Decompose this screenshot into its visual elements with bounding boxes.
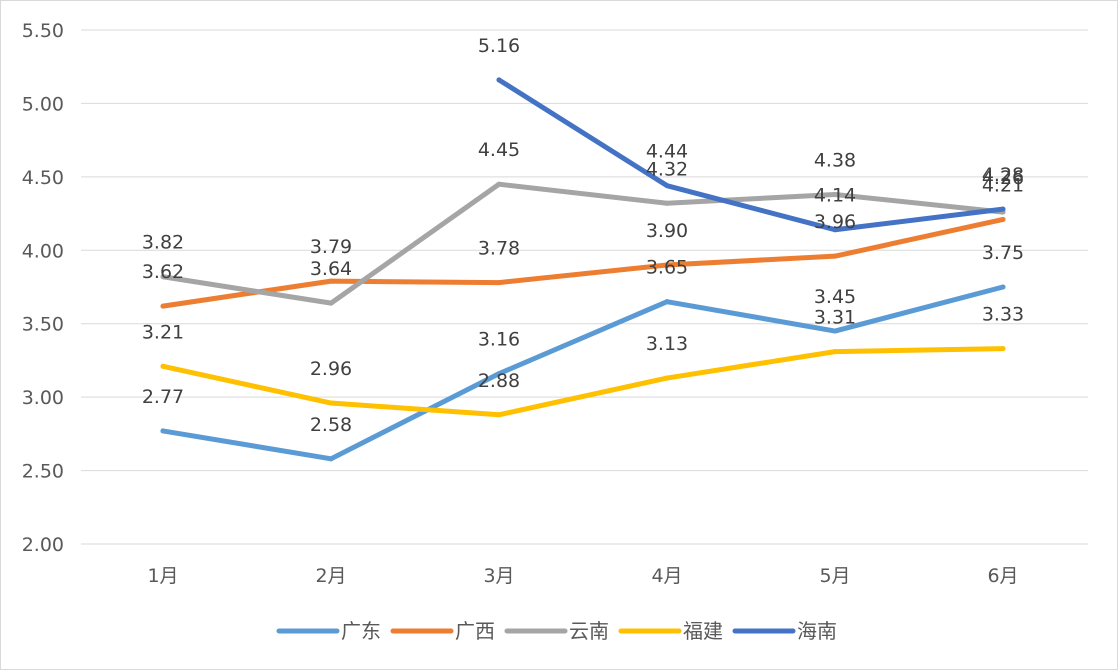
data-label: 3.65 bbox=[646, 257, 688, 279]
legend-label: 广东 bbox=[341, 619, 381, 643]
legend-label: 云南 bbox=[569, 619, 609, 643]
x-tick-label: 1月 bbox=[147, 565, 178, 587]
data-point bbox=[1000, 346, 1006, 352]
data-point bbox=[664, 299, 670, 305]
data-label: 4.14 bbox=[814, 185, 856, 207]
data-label: 4.21 bbox=[982, 174, 1024, 196]
series-line-0 bbox=[160, 284, 1006, 462]
data-label: 3.21 bbox=[142, 321, 184, 343]
x-tick-label: 6月 bbox=[987, 565, 1018, 587]
data-point bbox=[832, 328, 838, 334]
y-axis-ticks: 2.00 2.50 3.00 3.50 4.00 4.50 5.00 5.50 bbox=[22, 20, 64, 556]
data-point bbox=[496, 280, 502, 286]
data-point bbox=[664, 183, 670, 189]
data-point bbox=[160, 363, 166, 369]
data-point bbox=[664, 262, 670, 268]
y-tick-label: 5.00 bbox=[22, 93, 64, 115]
data-point bbox=[160, 303, 166, 309]
data-label: 4.32 bbox=[646, 158, 688, 180]
series-line-2 bbox=[160, 181, 1006, 306]
y-tick-label: 2.00 bbox=[22, 534, 64, 556]
data-label: 3.13 bbox=[646, 333, 688, 355]
y-tick-label: 3.50 bbox=[22, 314, 64, 336]
data-label: 3.75 bbox=[982, 242, 1024, 264]
data-point bbox=[496, 371, 502, 377]
y-tick-label: 4.00 bbox=[22, 240, 64, 262]
data-point bbox=[496, 77, 502, 83]
data-label: 3.31 bbox=[814, 307, 856, 329]
data-point bbox=[328, 278, 334, 284]
legend-item[interactable]: 福建 bbox=[618, 619, 723, 643]
data-label: 3.96 bbox=[814, 211, 856, 233]
data-point bbox=[832, 253, 838, 259]
data-point bbox=[328, 400, 334, 406]
legend-item[interactable]: 云南 bbox=[504, 619, 609, 643]
y-tick-label: 5.50 bbox=[22, 20, 64, 42]
data-label: 3.33 bbox=[982, 304, 1024, 326]
data-label: 2.96 bbox=[310, 358, 352, 380]
data-point bbox=[832, 191, 838, 197]
data-label: 3.45 bbox=[814, 286, 856, 308]
data-point bbox=[664, 375, 670, 381]
data-label: 3.62 bbox=[142, 261, 184, 283]
data-label: 3.64 bbox=[310, 258, 352, 280]
data-label: 4.26 bbox=[982, 167, 1024, 189]
data-label: 3.82 bbox=[142, 232, 184, 254]
data-label: 2.88 bbox=[478, 370, 520, 392]
series-lines bbox=[160, 77, 1006, 462]
legend-item[interactable]: 广西 bbox=[390, 619, 495, 643]
data-point bbox=[328, 456, 334, 462]
data-label: 2.58 bbox=[310, 414, 352, 436]
data-label: 4.44 bbox=[646, 141, 688, 163]
legend: 广东 广西 云南 福建 海南 bbox=[276, 619, 837, 643]
x-tick-label: 3月 bbox=[483, 565, 514, 587]
data-point bbox=[1000, 284, 1006, 290]
data-point bbox=[832, 227, 838, 233]
y-tick-label: 4.50 bbox=[22, 167, 64, 189]
data-label: 2.77 bbox=[142, 386, 184, 408]
y-tick-label: 3.00 bbox=[22, 387, 64, 409]
x-tick-label: 2月 bbox=[315, 565, 346, 587]
x-axis-ticks: 1月 2月 3月 4月 5月 6月 bbox=[147, 565, 1018, 587]
data-point bbox=[328, 300, 334, 306]
series-line-1 bbox=[160, 216, 1006, 309]
data-label: 5.16 bbox=[478, 35, 520, 57]
legend-item[interactable]: 广东 bbox=[276, 619, 381, 643]
legend-item[interactable]: 海南 bbox=[732, 619, 837, 643]
data-labels: 2.77 2.58 3.16 3.65 3.45 3.75 3.62 3.79 3.78 3.90… bbox=[142, 35, 1024, 436]
data-point bbox=[832, 349, 838, 355]
data-point bbox=[664, 200, 670, 206]
data-point bbox=[496, 412, 502, 418]
data-label: 3.79 bbox=[310, 236, 352, 258]
data-point bbox=[1000, 206, 1006, 212]
x-tick-label: 4月 bbox=[651, 565, 682, 587]
legend-label: 广西 bbox=[455, 619, 495, 643]
data-point bbox=[160, 428, 166, 434]
data-label: 4.28 bbox=[982, 164, 1024, 186]
series-line-3 bbox=[160, 346, 1006, 418]
data-label: 3.78 bbox=[478, 238, 520, 260]
data-label: 3.16 bbox=[478, 329, 520, 351]
data-point bbox=[496, 181, 502, 187]
data-label: 4.45 bbox=[478, 139, 520, 161]
data-label: 3.90 bbox=[646, 220, 688, 242]
legend-label: 福建 bbox=[683, 619, 723, 643]
series-line-4 bbox=[496, 77, 1006, 233]
x-tick-label: 5月 bbox=[819, 565, 850, 587]
y-tick-label: 2.50 bbox=[22, 461, 64, 483]
legend-label: 海南 bbox=[797, 619, 837, 643]
data-point bbox=[160, 274, 166, 280]
data-point bbox=[1000, 216, 1006, 222]
data-label: 4.38 bbox=[814, 149, 856, 171]
